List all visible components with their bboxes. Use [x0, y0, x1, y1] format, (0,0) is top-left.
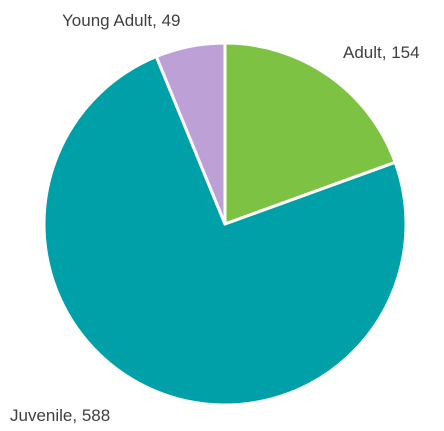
pie-slice-juvenile [42, 55, 408, 407]
pie-slices [42, 41, 408, 407]
pie-slice-adult [223, 41, 397, 226]
data-label-juvenile: Juvenile, 588 [10, 406, 110, 425]
pie-slice-young-adult [154, 41, 227, 226]
pie-data-labels: Young Adult, 49 Adult, 154 Juvenile, 588 [10, 11, 420, 425]
data-label-adult: Adult, 154 [343, 43, 420, 62]
data-label-young-adult: Young Adult, 49 [62, 11, 181, 30]
